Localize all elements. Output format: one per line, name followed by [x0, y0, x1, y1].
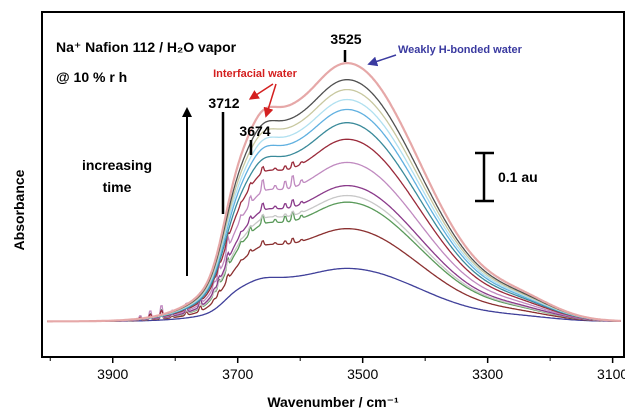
- interfacial-arrow-right: [263, 83, 277, 118]
- peak-3712-label: 3712: [208, 95, 239, 111]
- scale-bar-label: 0.1 au: [498, 169, 538, 185]
- x-tick-label: 3700: [222, 366, 253, 382]
- peak-3674-label: 3674: [239, 123, 270, 139]
- spectrum-line-8: [47, 122, 621, 323]
- increasing-label: increasing: [82, 157, 152, 173]
- spectrum-line-12: [47, 79, 621, 323]
- x-tick-label: 3900: [97, 366, 128, 382]
- spectrum-line-13: [47, 62, 621, 323]
- spectrum-line-2: [47, 228, 621, 323]
- chart-subtitle: @ 10 % r h: [56, 69, 127, 85]
- x-ticks: 3900 3700 3500 3300 3100: [49, 357, 625, 382]
- interfacial-arrow-left: [248, 83, 274, 100]
- x-tick-label: 3300: [472, 366, 503, 382]
- x-tick-label: 3100: [597, 366, 625, 382]
- y-axis-title: Absorbance: [11, 169, 27, 250]
- peak-3525-label: 3525: [330, 31, 361, 47]
- spectrum-line-11: [47, 88, 621, 323]
- weakly-bonded-label: Weakly H-bonded water: [398, 44, 523, 56]
- x-axis-title: Wavenumber / cm⁻¹: [267, 394, 399, 410]
- interfacial-water-label: Interfacial water: [213, 68, 297, 80]
- spectrum-line-10: [47, 98, 621, 323]
- spectrum-line-9: [47, 108, 621, 323]
- x-tick-label: 3500: [347, 366, 378, 382]
- weakly-bonded-arrow: [367, 54, 397, 67]
- spectrum-line-1: [47, 267, 621, 323]
- time-label: time: [103, 179, 132, 195]
- spectra-series: [47, 62, 621, 323]
- chart-title: Na⁺ Nafion 112 / H₂O vapor: [56, 39, 237, 55]
- plot-frame: [41, 11, 625, 358]
